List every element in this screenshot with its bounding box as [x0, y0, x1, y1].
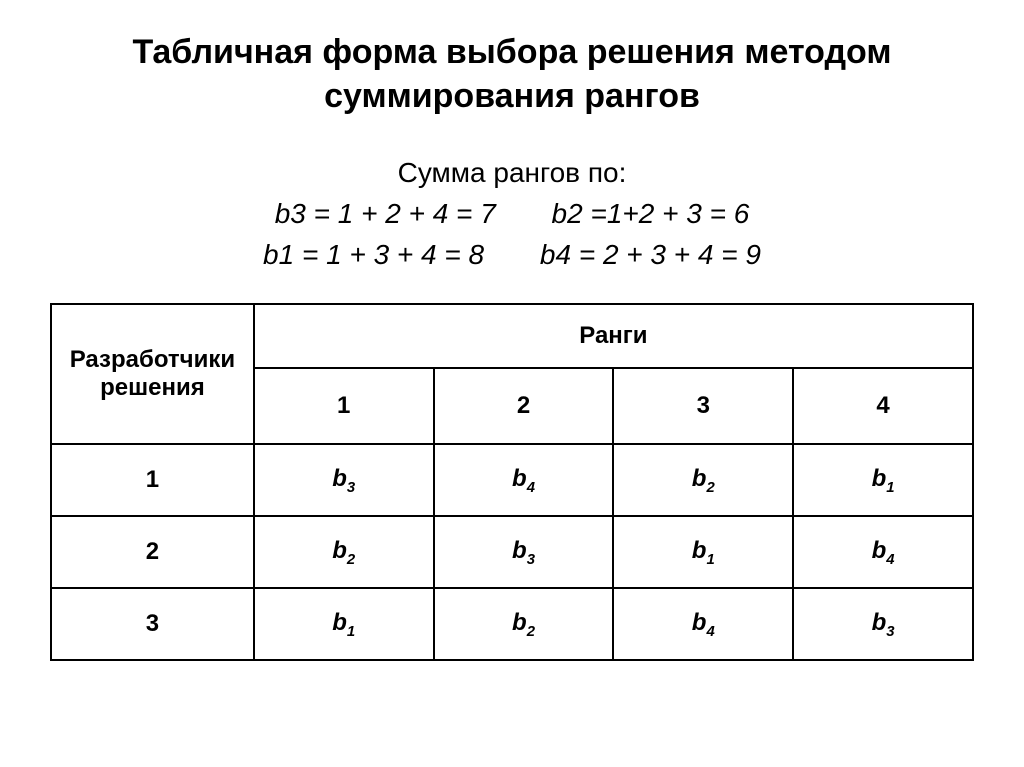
title-line-1: Табличная форма выбора решения методом — [132, 33, 891, 71]
sum-b2: b2 =1+2 + 3 = 6 — [552, 194, 750, 235]
b-sub: 4 — [706, 624, 714, 640]
col-header-ranks: Ранги — [254, 304, 973, 368]
sums-row-1: b3 = 1 + 2 + 4 = 7 b2 =1+2 + 3 = 6 — [50, 194, 974, 235]
row-dev: 2 — [51, 516, 254, 588]
b-sub: 3 — [527, 552, 535, 568]
b-letter: b — [692, 537, 707, 564]
b-letter: b — [692, 465, 707, 492]
b-sub: 1 — [347, 624, 355, 640]
row-dev: 3 — [51, 588, 254, 660]
b-letter: b — [332, 537, 347, 564]
rank-header-1: 1 — [254, 368, 434, 444]
rank-cell: b1 — [254, 588, 434, 660]
b-letter: b — [332, 465, 347, 492]
rank-cell: b2 — [254, 516, 434, 588]
rank-table-wrapper: Разработчики решения Ранги 1 2 3 4 1 b3 … — [50, 303, 974, 661]
table-row: 1 b3 b4 b2 b1 — [51, 444, 973, 516]
rank-sums-block: Сумма рангов по: b3 = 1 + 2 + 4 = 7 b2 =… — [50, 153, 974, 275]
rank-cell: b3 — [434, 516, 614, 588]
b-letter: b — [872, 537, 887, 564]
rank-table: Разработчики решения Ранги 1 2 3 4 1 b3 … — [50, 303, 974, 661]
b-letter: b — [872, 465, 887, 492]
b-sub: 4 — [527, 480, 535, 496]
b-letter: b — [872, 609, 887, 636]
table-row: 3 b1 b2 b4 b3 — [51, 588, 973, 660]
b-sub: 4 — [886, 552, 894, 568]
rank-header-2: 2 — [434, 368, 614, 444]
page-title: Табличная форма выбора решения методом с… — [50, 30, 974, 118]
rank-cell: b4 — [793, 516, 973, 588]
sum-b3: b3 = 1 + 2 + 4 = 7 — [275, 194, 496, 235]
rank-cell: b4 — [434, 444, 614, 516]
col-header-developers: Разработчики решения — [51, 304, 254, 444]
b-sub: 2 — [347, 552, 355, 568]
b-sub: 2 — [706, 480, 714, 496]
b-letter: b — [512, 537, 527, 564]
table-row: 2 b2 b3 b1 b4 — [51, 516, 973, 588]
rank-cell: b2 — [434, 588, 614, 660]
rank-cell: b4 — [613, 588, 793, 660]
b-sub: 3 — [886, 624, 894, 640]
rank-cell: b1 — [793, 444, 973, 516]
sums-lead: Сумма рангов по: — [50, 153, 974, 194]
sums-row-2: b1 = 1 + 3 + 4 = 8 b4 = 2 + 3 + 4 = 9 — [50, 235, 974, 276]
b-letter: b — [512, 465, 527, 492]
rank-cell: b1 — [613, 516, 793, 588]
rank-header-3: 3 — [613, 368, 793, 444]
b-letter: b — [512, 609, 527, 636]
b-sub: 1 — [706, 552, 714, 568]
dev-header-line1: Разработчики — [70, 346, 235, 373]
b-sub: 1 — [886, 480, 894, 496]
b-sub: 3 — [347, 480, 355, 496]
sum-b1: b1 = 1 + 3 + 4 = 8 — [263, 235, 484, 276]
rank-cell: b3 — [793, 588, 973, 660]
b-letter: b — [692, 609, 707, 636]
title-line-2: суммирования рангов — [324, 77, 700, 115]
rank-cell: b2 — [613, 444, 793, 516]
rank-cell: b3 — [254, 444, 434, 516]
b-letter: b — [332, 609, 347, 636]
rank-header-4: 4 — [793, 368, 973, 444]
b-sub: 2 — [527, 624, 535, 640]
sum-b4: b4 = 2 + 3 + 4 = 9 — [540, 235, 761, 276]
row-dev: 1 — [51, 444, 254, 516]
dev-header-line2: решения — [100, 374, 205, 401]
